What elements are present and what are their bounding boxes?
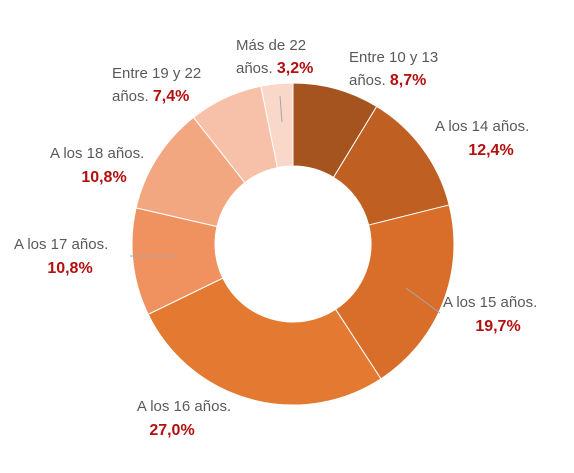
donut-slices (131, 82, 455, 406)
donut-slice-3 (334, 204, 455, 380)
data-labels: Entre 10 y 13 años. 8,7% A los 14 años. 12,… (14, 37, 537, 439)
leader-line-8 (279, 95, 283, 123)
category-label-8: Más de 22 (236, 37, 306, 54)
category-label-7: Entre 19 y 22 (112, 65, 201, 82)
category-label-2: A los 14 años. (435, 118, 529, 135)
value-label-4: 27,0% (149, 422, 194, 439)
category-label-3: A los 15 años. (443, 294, 537, 311)
value-label-6: 10,8% (81, 169, 126, 186)
value-label-3: 19,7% (475, 318, 520, 335)
category-label-4: A los 16 años. (137, 398, 231, 415)
value-label-5: 10,8% (47, 260, 92, 277)
value-label-7: años. 7,4% (112, 88, 189, 105)
leader-line-3 (405, 287, 441, 314)
leader-lines (130, 95, 441, 314)
value-label-8: años. 3,2% (236, 60, 313, 77)
category-label-1: Entre 10 y 13 (349, 49, 438, 66)
value-label-2: 12,4% (468, 142, 513, 159)
donut-slice-4 (147, 277, 382, 406)
category-label-5: A los 17 años. (14, 236, 108, 253)
value-label-1: años. 8,7% (349, 72, 426, 89)
category-label-6: A los 18 años. (50, 145, 144, 162)
donut-slice-8 (260, 82, 294, 169)
